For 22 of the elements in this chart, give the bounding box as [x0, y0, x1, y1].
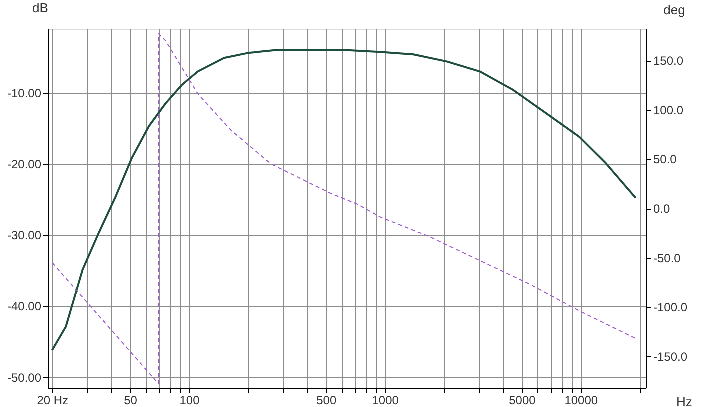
- x-tick-label: 50: [124, 394, 138, 407]
- y-tick-label: -30.00: [7, 228, 42, 243]
- x-axis-title: Hz: [676, 394, 692, 407]
- y2-tick-label: -50.0: [654, 251, 682, 266]
- y2-tick-label: 100.0: [654, 103, 684, 118]
- x-tick-label: 1000: [372, 394, 400, 407]
- y-tick-label: -40.00: [7, 300, 42, 314]
- x-tick-label: 500: [316, 394, 337, 407]
- y-axis-title: dB: [32, 0, 48, 16]
- y2-tick-label: 150.0: [654, 54, 684, 68]
- x-tick-label: 5000: [509, 394, 536, 407]
- y2-tick-label: 50.0: [654, 152, 678, 167]
- x-tick-label: 20 Hz: [37, 394, 69, 407]
- y2-axis-title: deg: [664, 2, 686, 18]
- y-tick-label: -50.00: [7, 370, 42, 385]
- x-tick-label: 100: [180, 394, 200, 407]
- y-tick-label: -20.00: [7, 158, 42, 172]
- x-tick-label: 10000: [564, 394, 598, 407]
- y-tick-label: -10.00: [7, 86, 42, 100]
- y2-tick-label: -100.0: [654, 300, 688, 315]
- y2-tick-label: -150.0: [654, 350, 688, 364]
- y2-tick-label: 0.0: [654, 202, 671, 216]
